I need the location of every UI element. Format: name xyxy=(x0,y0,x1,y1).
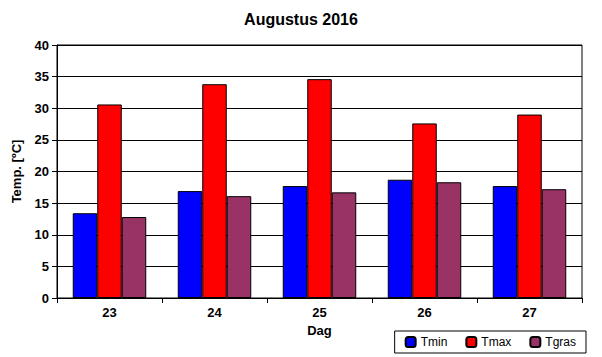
svg-text:25: 25 xyxy=(312,305,326,320)
svg-text:20: 20 xyxy=(35,164,49,179)
svg-text:Tgras: Tgras xyxy=(545,335,576,349)
svg-text:26: 26 xyxy=(417,305,431,320)
svg-text:25: 25 xyxy=(35,132,49,147)
svg-text:Augustus 2016: Augustus 2016 xyxy=(244,11,358,28)
svg-text:30: 30 xyxy=(35,101,49,116)
svg-text:35: 35 xyxy=(35,69,49,84)
svg-text:24: 24 xyxy=(207,305,222,320)
svg-text:27: 27 xyxy=(522,305,536,320)
svg-text:5: 5 xyxy=(42,259,49,274)
svg-text:23: 23 xyxy=(102,305,116,320)
svg-text:0: 0 xyxy=(42,291,49,306)
svg-text:15: 15 xyxy=(35,196,49,211)
svg-text:Tmin: Tmin xyxy=(421,335,448,349)
svg-text:40: 40 xyxy=(35,38,49,53)
svg-text:Temp. [ºC]: Temp. [ºC] xyxy=(9,140,24,204)
svg-text:Tmax: Tmax xyxy=(481,335,511,349)
svg-text:10: 10 xyxy=(35,227,49,242)
svg-text:Dag: Dag xyxy=(307,323,332,338)
